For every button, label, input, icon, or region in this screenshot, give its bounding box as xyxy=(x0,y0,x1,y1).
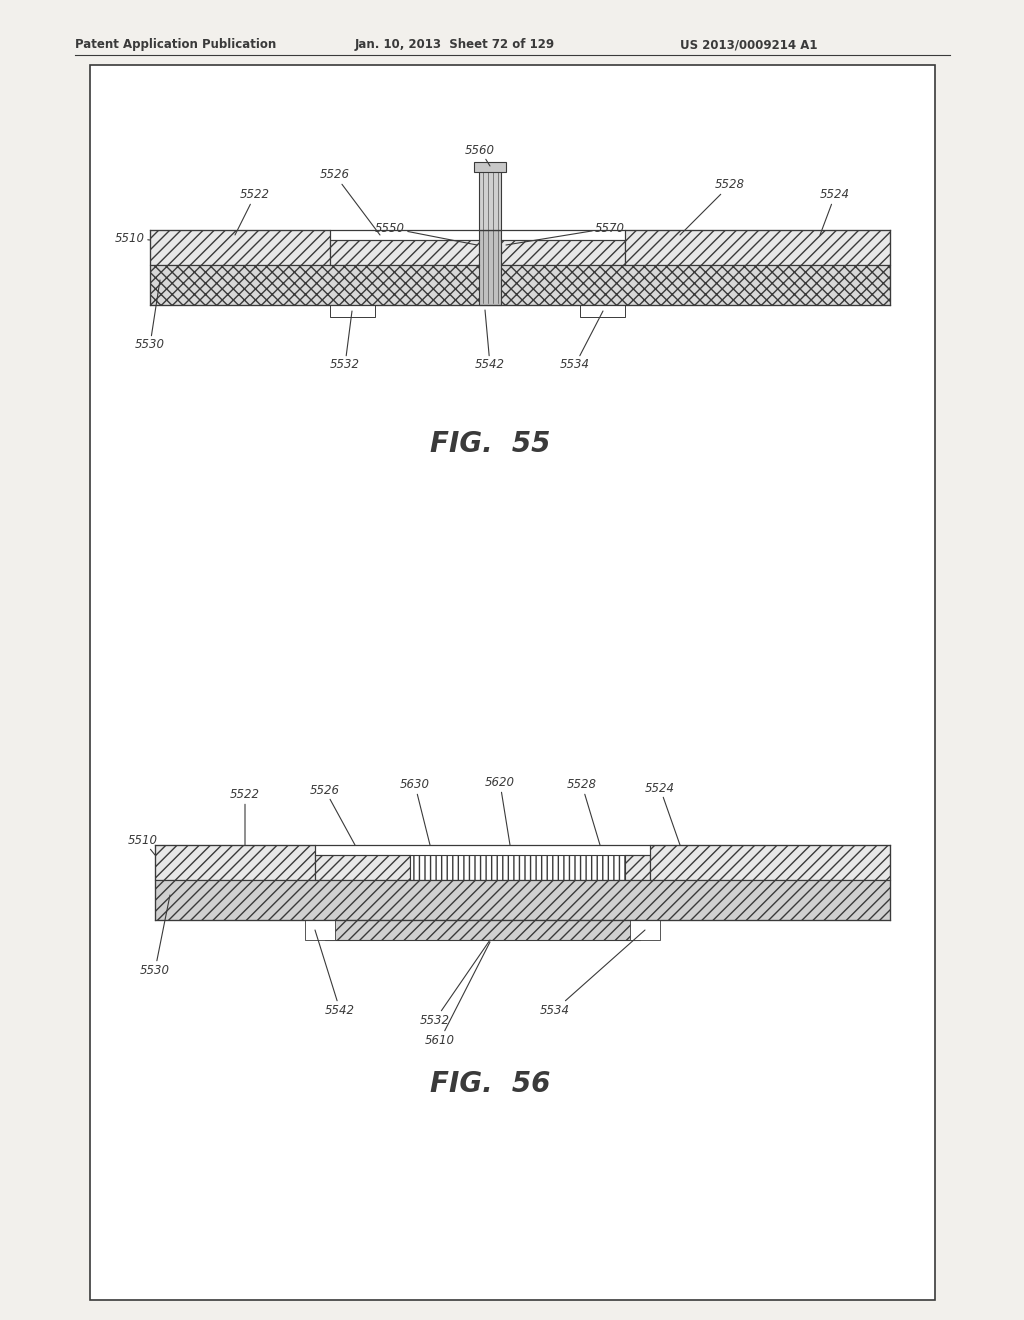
Bar xyxy=(630,920,660,940)
Text: 5534: 5534 xyxy=(560,312,603,371)
Bar xyxy=(150,230,330,265)
Text: 5526: 5526 xyxy=(319,169,380,235)
Bar xyxy=(625,230,890,265)
Bar xyxy=(305,920,335,940)
Bar xyxy=(155,845,315,880)
Bar xyxy=(150,265,890,305)
Bar xyxy=(479,230,501,305)
Text: 5620: 5620 xyxy=(485,776,515,845)
Bar xyxy=(155,880,890,920)
Text: 5522: 5522 xyxy=(230,788,260,845)
Bar xyxy=(474,162,506,172)
Text: 5532: 5532 xyxy=(330,312,360,371)
Text: 5550: 5550 xyxy=(375,222,477,246)
Text: FIG.  56: FIG. 56 xyxy=(430,1071,550,1098)
Text: 5532: 5532 xyxy=(420,940,490,1027)
Text: 5528: 5528 xyxy=(567,779,600,845)
Bar xyxy=(501,240,625,265)
Bar xyxy=(330,240,479,265)
Text: 5570: 5570 xyxy=(506,222,625,246)
Text: 5542: 5542 xyxy=(475,310,505,371)
Text: 5610: 5610 xyxy=(425,942,490,1047)
Text: US 2013/0009214 A1: US 2013/0009214 A1 xyxy=(680,38,817,51)
Text: 5534: 5534 xyxy=(540,931,645,1016)
Text: 5560: 5560 xyxy=(465,144,495,166)
Bar xyxy=(410,855,625,880)
Text: Patent Application Publication: Patent Application Publication xyxy=(75,38,276,51)
Bar xyxy=(625,855,650,880)
Bar xyxy=(330,305,375,317)
Bar xyxy=(479,170,501,230)
Text: 5524: 5524 xyxy=(820,189,850,235)
Bar xyxy=(650,845,890,880)
Text: Jan. 10, 2013  Sheet 72 of 129: Jan. 10, 2013 Sheet 72 of 129 xyxy=(355,38,555,51)
Text: 5542: 5542 xyxy=(315,931,355,1016)
Text: 5510: 5510 xyxy=(128,833,158,855)
Bar xyxy=(90,65,935,1300)
Text: 5510: 5510 xyxy=(115,231,150,244)
Text: 5530: 5530 xyxy=(140,895,170,977)
Bar xyxy=(580,305,625,317)
Text: 5528: 5528 xyxy=(680,178,745,235)
Text: 5522: 5522 xyxy=(234,189,270,235)
Bar xyxy=(315,855,410,880)
Text: FIG.  55: FIG. 55 xyxy=(430,430,550,458)
Text: 5524: 5524 xyxy=(645,781,680,845)
Bar xyxy=(325,920,640,940)
Text: 5530: 5530 xyxy=(135,280,165,351)
Text: 5630: 5630 xyxy=(400,779,430,845)
Text: 5526: 5526 xyxy=(310,784,355,845)
